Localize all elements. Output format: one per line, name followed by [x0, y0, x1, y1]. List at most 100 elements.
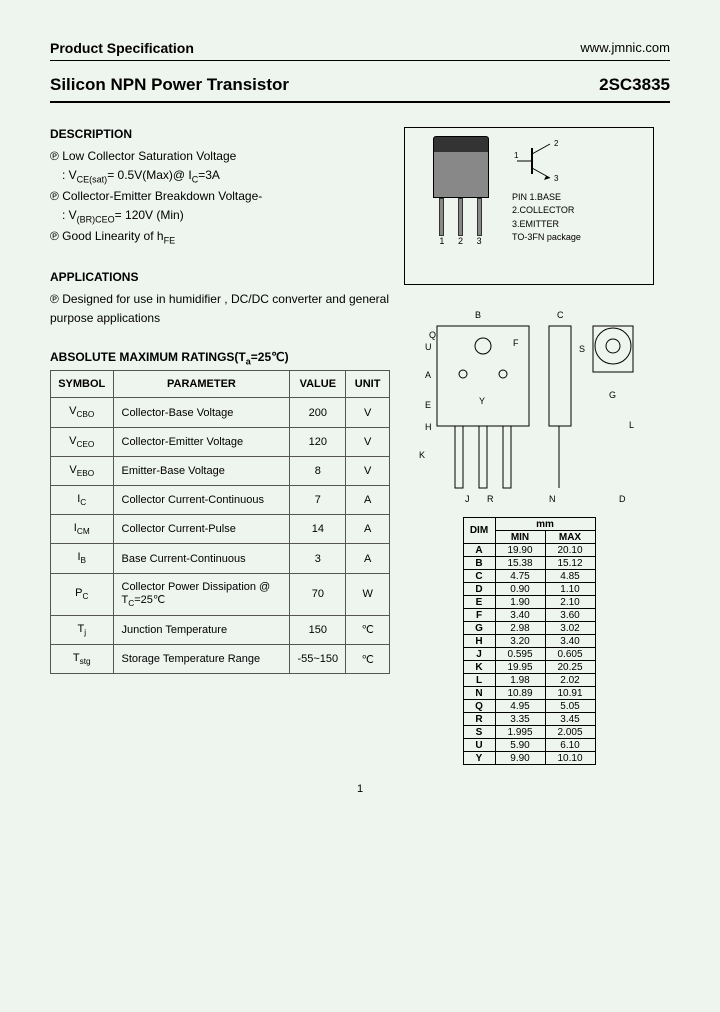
cell-param: Collector Current-Continuous: [113, 486, 290, 515]
app-item: ℗ Designed for use in humidifier , DC/DC…: [50, 290, 390, 328]
table-row: C 4.75 4.85: [463, 570, 595, 583]
cell-symbol: IC: [51, 486, 114, 515]
pin-num: 2: [458, 236, 463, 246]
cell-value: 14: [290, 515, 346, 544]
cell-dim: F: [463, 609, 495, 622]
th-mm: mm: [495, 518, 595, 531]
cell-param: Collector Power Dissipation @ TC=25℃: [113, 573, 290, 615]
svg-text:N: N: [549, 494, 556, 504]
header: Product Specification www.jmnic.com: [50, 40, 670, 61]
cell-max: 3.02: [545, 622, 595, 635]
description-heading: DESCRIPTION: [50, 127, 390, 141]
cell-param: Storage Temperature Range: [113, 644, 290, 673]
desc-item: ℗ Good Linearity of hFE: [50, 227, 390, 248]
cell-param: Collector Current-Pulse: [113, 515, 290, 544]
cell-unit: V: [346, 456, 390, 485]
svg-text:2: 2: [554, 139, 559, 148]
svg-text:D: D: [619, 494, 626, 504]
cell-max: 10.10: [545, 752, 595, 765]
svg-text:H: H: [425, 422, 432, 432]
cell-unit: ℃: [346, 644, 390, 673]
pin-icon: [477, 198, 482, 236]
table-row: IC Collector Current-Continuous 7 A: [51, 486, 390, 515]
th-value: VALUE: [290, 371, 346, 398]
page-number: 1: [50, 783, 670, 795]
cell-max: 2.10: [545, 596, 595, 609]
dimension-svg-icon: B C U Q A E H K F S G L J R N D Y: [409, 298, 649, 508]
svg-text:3: 3: [554, 174, 559, 183]
cell-unit: ℃: [346, 615, 390, 644]
svg-text:K: K: [419, 450, 425, 460]
table-row: J 0.595 0.605: [463, 648, 595, 661]
svg-text:G: G: [609, 390, 616, 400]
cell-max: 15.12: [545, 557, 595, 570]
cell-max: 4.85: [545, 570, 595, 583]
applications-list: ℗ Designed for use in humidifier , DC/DC…: [50, 290, 390, 328]
pin-num: 1: [439, 236, 444, 246]
pin-num: 3: [477, 236, 482, 246]
cell-min: 1.995: [495, 726, 545, 739]
transistor-symbol-icon: 2 1 3: [512, 136, 572, 186]
cell-param: Collector-Emitter Voltage: [113, 427, 290, 456]
cell-dim: A: [463, 544, 495, 557]
table-row: G 2.98 3.02: [463, 622, 595, 635]
desc-item: : VCE(sat)= 0.5V(Max)@ IC=3A: [50, 166, 390, 187]
cell-min: 4.75: [495, 570, 545, 583]
cell-max: 2.02: [545, 674, 595, 687]
cell-dim: C: [463, 570, 495, 583]
cell-max: 10.91: [545, 687, 595, 700]
ratings-table: SYMBOL PARAMETER VALUE UNIT VCBO Collect…: [50, 370, 390, 674]
th-parameter: PARAMETER: [113, 371, 290, 398]
cell-min: 5.90: [495, 739, 545, 752]
svg-text:Q: Q: [429, 330, 436, 340]
cell-symbol: VEBO: [51, 456, 114, 485]
th-symbol: SYMBOL: [51, 371, 114, 398]
table-row: Q 4.95 5.05: [463, 700, 595, 713]
cell-dim: E: [463, 596, 495, 609]
cell-min: 9.90: [495, 752, 545, 765]
title-row: Silicon NPN Power Transistor 2SC3835: [50, 75, 670, 103]
cell-min: 1.90: [495, 596, 545, 609]
table-row: N 10.89 10.91: [463, 687, 595, 700]
table-row: R 3.35 3.45: [463, 713, 595, 726]
svg-text:L: L: [629, 420, 634, 430]
cell-value: 150: [290, 615, 346, 644]
cell-value: -55~150: [290, 644, 346, 673]
cell-dim: G: [463, 622, 495, 635]
cell-param: Emitter-Base Voltage: [113, 456, 290, 485]
th-dim: DIM: [463, 518, 495, 544]
transistor-body-icon: [433, 136, 489, 198]
cell-unit: A: [346, 544, 390, 573]
cell-min: 4.95: [495, 700, 545, 713]
cell-value: 3: [290, 544, 346, 573]
cell-min: 15.38: [495, 557, 545, 570]
cell-max: 3.40: [545, 635, 595, 648]
th-unit: UNIT: [346, 371, 390, 398]
applications-heading: APPLICATIONS: [50, 270, 390, 284]
cell-dim: R: [463, 713, 495, 726]
cell-value: 70: [290, 573, 346, 615]
cell-dim: J: [463, 648, 495, 661]
cell-dim: S: [463, 726, 495, 739]
package-figure: 1 2 3 2 1 3 PI: [404, 127, 654, 285]
table-row: E 1.90 2.10: [463, 596, 595, 609]
desc-item: ℗ Collector-Emitter Breakdown Voltage-: [50, 187, 390, 206]
cell-min: 10.89: [495, 687, 545, 700]
cell-max: 20.10: [545, 544, 595, 557]
svg-text:B: B: [475, 310, 481, 320]
cell-min: 19.90: [495, 544, 545, 557]
table-row: L 1.98 2.02: [463, 674, 595, 687]
cell-max: 0.605: [545, 648, 595, 661]
cell-max: 5.05: [545, 700, 595, 713]
cell-unit: W: [346, 573, 390, 615]
table-row: U 5.90 6.10: [463, 739, 595, 752]
cell-symbol: VCEO: [51, 427, 114, 456]
table-row: VEBO Emitter-Base Voltage 8 V: [51, 456, 390, 485]
cell-min: 2.98: [495, 622, 545, 635]
cell-max: 3.60: [545, 609, 595, 622]
cell-param: Base Current-Continuous: [113, 544, 290, 573]
cell-min: 3.20: [495, 635, 545, 648]
svg-text:E: E: [425, 400, 431, 410]
svg-text:A: A: [425, 370, 431, 380]
cell-symbol: IB: [51, 544, 114, 573]
